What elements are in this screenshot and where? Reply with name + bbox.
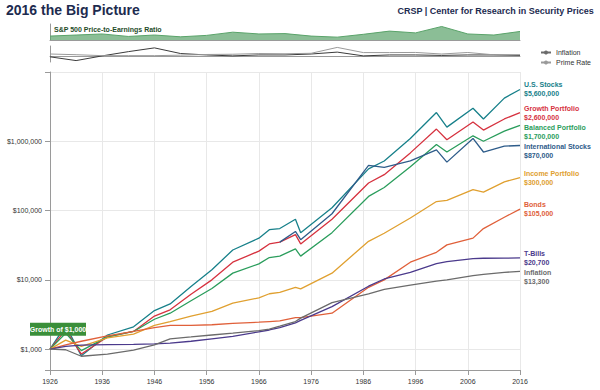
svg-text:Growth of $1,000: Growth of $1,000: [30, 326, 87, 334]
svg-text:1936: 1936: [94, 378, 110, 385]
svg-text:1996: 1996: [408, 378, 424, 385]
svg-text:Inflation: Inflation: [556, 49, 581, 56]
svg-text:$105,000: $105,000: [524, 210, 553, 218]
svg-text:$100,000: $100,000: [13, 207, 42, 214]
svg-text:Inflation: Inflation: [524, 269, 551, 276]
svg-text:Prime Rate: Prime Rate: [556, 59, 591, 66]
svg-text:$1,700,000: $1,700,000: [524, 133, 559, 141]
svg-text:International Stocks: International Stocks: [524, 143, 591, 150]
svg-text:Balanced Portfolio: Balanced Portfolio: [524, 124, 586, 131]
svg-text:$1,000,000: $1,000,000: [7, 138, 42, 145]
svg-text:$10,000: $10,000: [17, 276, 42, 283]
svg-text:$1,000: $1,000: [21, 346, 43, 353]
svg-text:S&P 500 Price-to-Earnings Rati: S&P 500 Price-to-Earnings Ratio: [54, 26, 162, 34]
svg-text:$13,300: $13,300: [524, 278, 549, 286]
svg-text:$300,000: $300,000: [524, 179, 553, 187]
svg-text:$5,600,000: $5,600,000: [524, 90, 559, 98]
svg-text:1926: 1926: [42, 378, 58, 385]
svg-text:$20,700: $20,700: [524, 259, 549, 267]
svg-text:1986: 1986: [356, 378, 372, 385]
svg-text:Growth Portfolio: Growth Portfolio: [524, 105, 579, 112]
svg-text:2016 the Big Picture: 2016 the Big Picture: [6, 2, 140, 18]
svg-text:U.S. Stocks: U.S. Stocks: [524, 81, 563, 88]
svg-text:$870,000: $870,000: [524, 152, 553, 160]
svg-text:1956: 1956: [199, 378, 215, 385]
svg-text:T-Bills: T-Bills: [524, 250, 545, 257]
svg-text:1966: 1966: [251, 378, 267, 385]
svg-text:CRSP | Center for Research in: CRSP | Center for Research in Security P…: [397, 6, 593, 16]
svg-text:1976: 1976: [303, 378, 319, 385]
svg-text:Income Portfolio: Income Portfolio: [524, 170, 579, 177]
svg-text:$2,600,000: $2,600,000: [524, 114, 559, 122]
svg-text:2006: 2006: [460, 378, 476, 385]
svg-text:Bonds: Bonds: [524, 201, 546, 208]
svg-text:1946: 1946: [147, 378, 163, 385]
svg-text:2016: 2016: [512, 378, 528, 385]
